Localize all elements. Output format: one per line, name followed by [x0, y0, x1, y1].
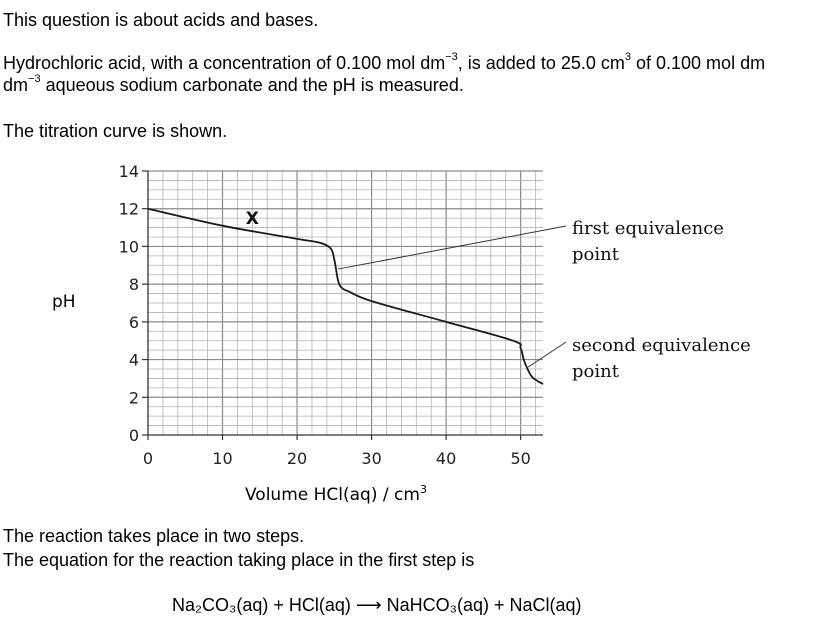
x-tick-label: 40 — [436, 449, 456, 468]
y-tick-label: 2 — [129, 388, 139, 407]
steps-text-1: The reaction takes place in two steps. — [3, 526, 305, 546]
steps-text-2: The equation for the reaction taking pla… — [3, 550, 475, 570]
y-tick-label: 8 — [129, 275, 139, 294]
point-x-marker: X — [246, 209, 259, 229]
para-sup-b: 3 — [624, 51, 631, 63]
first-equivalence-label-line1: first equivalence — [572, 218, 724, 239]
y-tick-label: 10 — [119, 237, 139, 256]
para-part-a: Hydrochloric acid, with a concentration … — [3, 53, 446, 73]
para-part-d: aqueous sodium carbonate and the pH is m… — [40, 75, 464, 95]
para-unit-dm: dm — [3, 75, 29, 95]
chart-axes — [147, 171, 543, 436]
question-paragraph: Hydrochloric acid, with a concentration … — [3, 52, 808, 96]
para-part-c: of 0.100 mol dm — [631, 53, 766, 73]
x-axis-label: Volume HCl(aq) / cm3 — [245, 483, 427, 505]
chart-annotations: first equivalence point second equivalence… — [337, 218, 751, 382]
first-equivalence-label-line2: point — [572, 244, 620, 265]
x-axis-label-text: Volume HCl(aq) / cm — [245, 485, 420, 505]
y-axis-label: pH — [52, 292, 76, 312]
para-part-b: , is added to 25.0 cm — [457, 53, 625, 73]
titration-curve — [147, 207, 544, 385]
reaction-equation: Na₂CO₃(aq) + HCl(aq) ⟶ NaHCO₃(aq) + NaCl… — [172, 595, 582, 615]
para-sup-a: −3 — [445, 51, 458, 63]
second-equivalence-leader — [527, 341, 567, 368]
titration-chart: 0 2 4 6 8 10 12 14 0 10 20 30 40 50 X first equivalen… — [52, 162, 751, 505]
y-tick-label: 14 — [119, 162, 139, 181]
curve-shown-text: The titration curve is shown. — [3, 121, 228, 141]
second-equivalence-label-line1: second equivalence — [572, 335, 751, 356]
x-tick-label: 30 — [361, 449, 381, 468]
x-axis-label-sup: 3 — [420, 483, 427, 496]
first-equivalence-leader — [337, 225, 567, 270]
intro-text: This question is about acids and bases. — [3, 10, 319, 30]
chart-series: X — [147, 207, 544, 385]
y-tick-label: 12 — [119, 200, 139, 219]
y-tick-label: 0 — [129, 426, 139, 445]
para-sup-c: −3 — [28, 73, 41, 85]
second-equivalence-label-line2: point — [572, 361, 620, 382]
chart-grid — [148, 170, 543, 435]
x-tick-label: 20 — [287, 449, 307, 468]
x-tick-label: 50 — [510, 449, 530, 468]
y-tick-label: 6 — [129, 313, 139, 332]
x-tick-label: 10 — [212, 449, 232, 468]
chart-ticks: 0 2 4 6 8 10 12 14 0 10 20 30 40 50 — [119, 162, 531, 468]
y-tick-label: 4 — [129, 351, 139, 370]
x-tick-label: 0 — [143, 449, 153, 468]
